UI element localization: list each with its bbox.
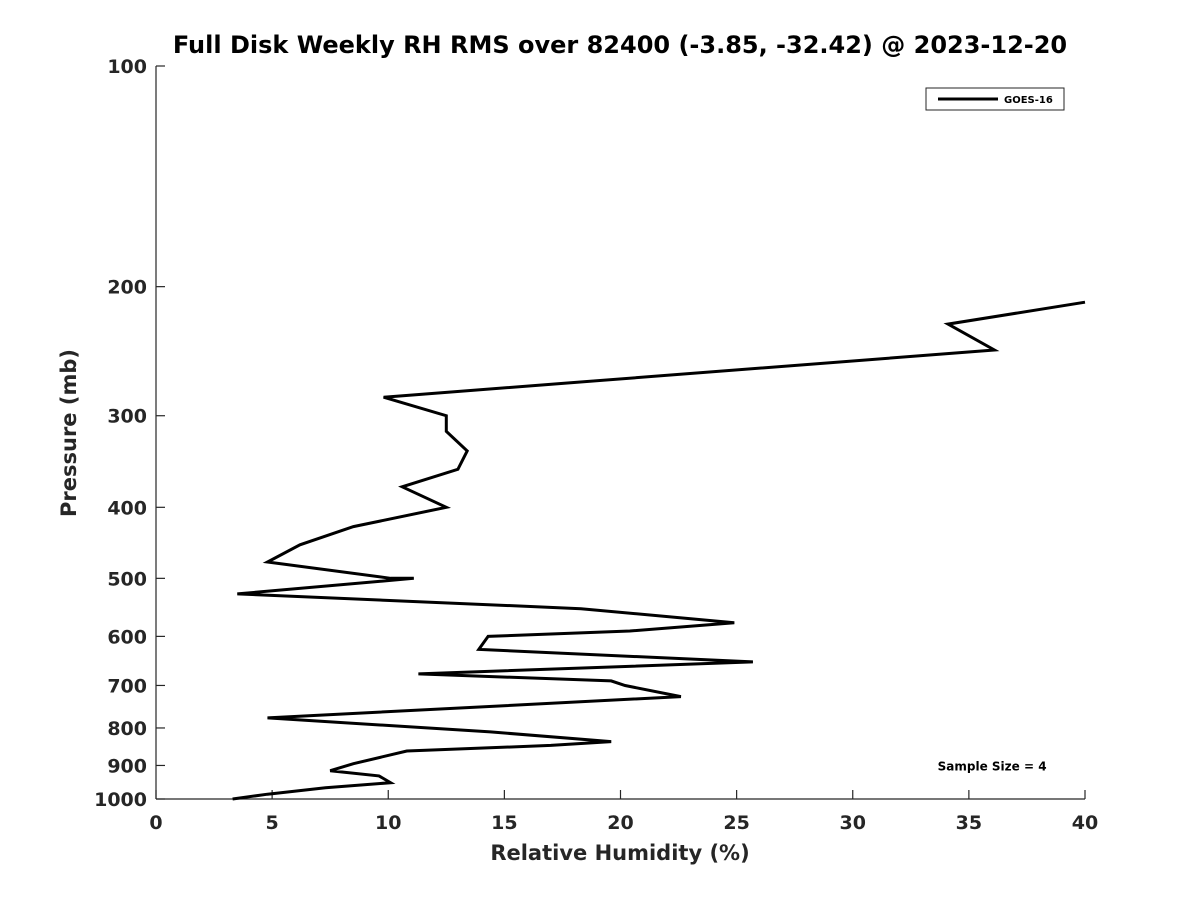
legend: GOES-16 (925, 87, 1065, 111)
x-tick-label: 10 (375, 812, 401, 834)
y-tick-label: 900 (107, 755, 147, 777)
y-tick-label: 500 (107, 568, 147, 590)
annotations: Sample Size = 4 (938, 759, 1047, 773)
axes: 0 5 10 15 20 25 30 35 40 100 200 300 400 500 600 700 800… (94, 56, 1098, 834)
x-tick-label: 25 (723, 812, 749, 834)
x-tick-label: 15 (491, 812, 517, 834)
x-tick-label: 30 (840, 812, 866, 834)
sample-size-annotation: Sample Size = 4 (938, 759, 1047, 773)
legend-label: GOES-16 (1004, 95, 1053, 106)
y-tick-label: 700 (107, 675, 147, 697)
y-tick-label: 800 (107, 718, 147, 740)
chart-title: Full Disk Weekly RH RMS over 82400 (-3.8… (173, 31, 1067, 59)
y-axis-label: Pressure (mb) (57, 349, 81, 517)
x-tick-label: 0 (149, 812, 162, 834)
y-tick-label: 400 (107, 497, 147, 519)
y-tick-label: 300 (107, 406, 147, 428)
y-tick-label: 100 (107, 56, 147, 78)
x-tick-label: 5 (266, 812, 279, 834)
x-tick-label: 35 (956, 812, 982, 834)
x-axis-label: Relative Humidity (%) (490, 841, 749, 865)
x-tick-label: 20 (607, 812, 633, 834)
y-tick-label: 600 (107, 626, 147, 648)
y-tick-label: 1000 (94, 789, 147, 811)
x-tick-label: 40 (1072, 812, 1098, 834)
plot-series (232, 300, 1086, 801)
series-line-goes-16 (232, 300, 1086, 801)
y-tick-label: 200 (107, 277, 147, 299)
